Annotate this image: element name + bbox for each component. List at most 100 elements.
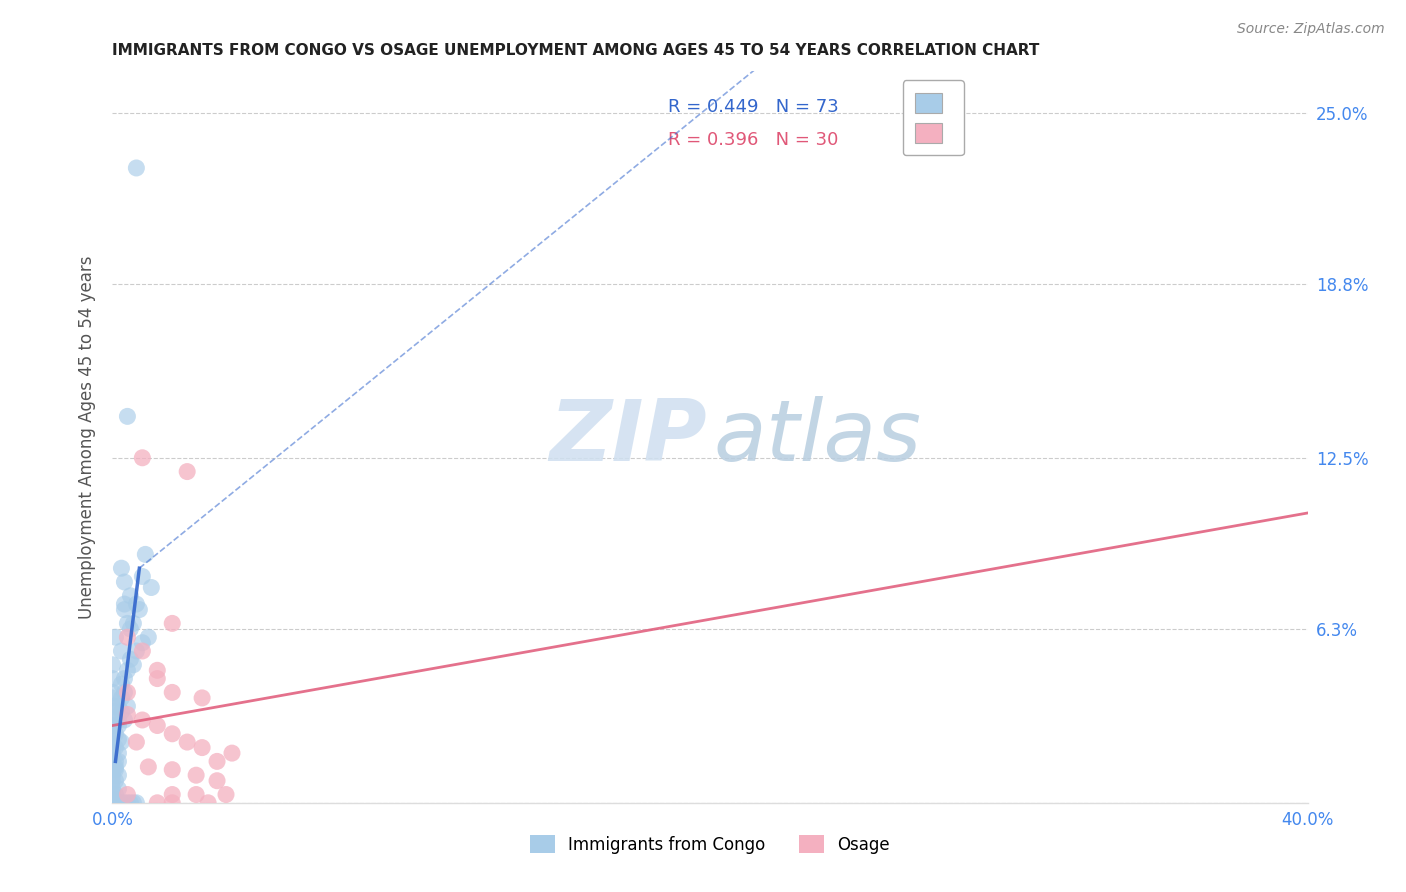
Point <box>131 713 153 727</box>
Point <box>125 796 148 810</box>
Point <box>131 569 153 583</box>
Point <box>186 768 208 782</box>
Point <box>101 685 124 699</box>
Point <box>162 788 183 802</box>
Text: IMMIGRANTS FROM CONGO VS OSAGE UNEMPLOYMENT AMONG AGES 45 TO 54 YEARS CORRELATIO: IMMIGRANTS FROM CONGO VS OSAGE UNEMPLOYM… <box>112 43 1040 58</box>
Point <box>162 796 183 810</box>
Point <box>104 793 127 807</box>
Point <box>117 707 139 722</box>
Point <box>104 755 127 769</box>
Point <box>101 746 124 760</box>
Point <box>101 796 124 810</box>
Point <box>101 699 124 714</box>
Text: atlas: atlas <box>714 395 921 479</box>
Point <box>141 581 163 595</box>
Text: R = 0.449   N = 73: R = 0.449 N = 73 <box>668 98 839 117</box>
Point <box>114 685 135 699</box>
Point <box>101 727 124 741</box>
Point <box>104 630 127 644</box>
Point <box>104 796 127 810</box>
Point <box>120 652 142 666</box>
Point <box>146 796 169 810</box>
Point <box>101 740 124 755</box>
Point <box>101 768 124 782</box>
Point <box>134 548 156 562</box>
Point <box>215 788 238 802</box>
Point <box>101 690 124 705</box>
Point <box>107 796 129 810</box>
Point <box>104 763 127 777</box>
Point <box>101 672 124 686</box>
Y-axis label: Unemployment Among Ages 45 to 54 years: Unemployment Among Ages 45 to 54 years <box>77 255 96 619</box>
Point <box>186 788 208 802</box>
Text: ZIP: ZIP <box>548 395 706 479</box>
Point <box>131 636 153 650</box>
Point <box>104 773 127 788</box>
Point <box>117 630 139 644</box>
Point <box>162 763 183 777</box>
Point <box>107 755 129 769</box>
Point <box>101 782 124 797</box>
Point <box>162 727 183 741</box>
Point <box>191 740 214 755</box>
Point <box>117 663 139 677</box>
Point <box>138 630 160 644</box>
Point <box>101 718 124 732</box>
Point <box>117 409 139 424</box>
Point <box>120 622 142 636</box>
Point <box>110 705 132 719</box>
Point <box>101 773 124 788</box>
Point <box>101 713 124 727</box>
Point <box>162 616 183 631</box>
Point <box>101 705 124 719</box>
Point <box>110 796 132 810</box>
Point <box>114 713 135 727</box>
Point <box>101 760 124 774</box>
Point <box>101 788 124 802</box>
Point <box>221 746 243 760</box>
Point <box>117 616 139 631</box>
Point <box>117 699 139 714</box>
Point <box>131 644 153 658</box>
Point <box>114 597 135 611</box>
Text: Source: ZipAtlas.com: Source: ZipAtlas.com <box>1237 22 1385 37</box>
Point <box>107 782 129 797</box>
Point <box>107 699 129 714</box>
Point <box>107 732 129 747</box>
Point <box>146 663 169 677</box>
Point <box>138 760 160 774</box>
Point <box>107 713 129 727</box>
Point <box>101 755 124 769</box>
Point <box>114 574 135 589</box>
Point <box>120 589 142 603</box>
Point <box>101 657 124 672</box>
Point <box>117 796 139 810</box>
Point <box>107 718 129 732</box>
Point <box>176 465 198 479</box>
Point <box>122 796 145 810</box>
Point <box>125 644 148 658</box>
Point <box>197 796 219 810</box>
Point <box>125 161 148 175</box>
Point <box>107 746 129 760</box>
Point <box>125 597 148 611</box>
Point <box>110 677 132 691</box>
Point <box>191 690 214 705</box>
Point <box>110 644 132 658</box>
Point <box>122 616 145 631</box>
Point <box>104 740 127 755</box>
Point <box>120 796 142 810</box>
Point <box>101 732 124 747</box>
Point <box>176 735 198 749</box>
Point <box>114 602 135 616</box>
Point <box>162 685 183 699</box>
Point <box>122 657 145 672</box>
Point <box>114 672 135 686</box>
Point <box>205 755 228 769</box>
Point <box>205 773 228 788</box>
Point <box>107 768 129 782</box>
Point <box>114 796 135 810</box>
Point <box>104 788 127 802</box>
Point <box>117 685 139 699</box>
Point <box>128 602 150 616</box>
